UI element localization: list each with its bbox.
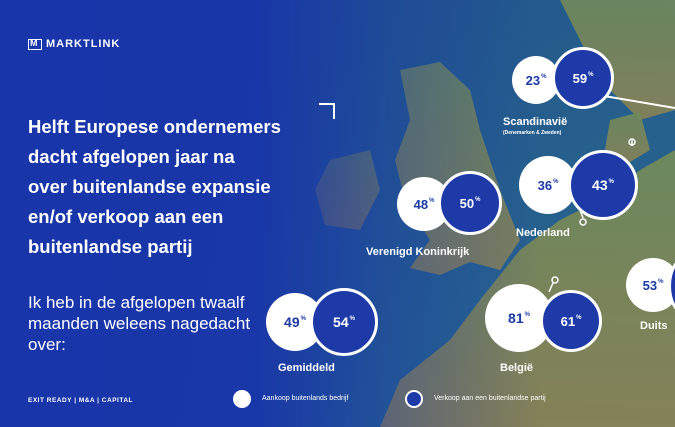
germany-label: Duits — [640, 320, 668, 332]
footer-tagline: EXIT READY | M&A | CAPITAL — [28, 397, 133, 404]
headline-line: dacht afgelopen jaar na — [28, 146, 235, 167]
uk-label: Verenigd Koninkrijk — [366, 246, 470, 258]
subheadline: Ik heb in de afgelopen twaalf maanden we… — [28, 293, 251, 354]
percent: % — [524, 312, 530, 318]
headline: Helft Europese ondernemers dacht afgelop… — [28, 112, 328, 262]
value: 59 — [572, 70, 588, 86]
percent: % — [588, 72, 594, 78]
percent: % — [553, 179, 559, 185]
percent: % — [608, 179, 614, 185]
brand-name: MARKTLINK — [46, 38, 121, 50]
value: 61 — [560, 313, 576, 329]
scandinavia-note: (Denemarken & Zweden) — [503, 130, 562, 136]
headline-line: Helft Europese ondernemers — [28, 116, 281, 137]
percent: % — [429, 198, 435, 204]
corner-bracket-decoration — [319, 103, 335, 119]
scandinavia-sale-bubble: 59% — [552, 47, 614, 109]
germany-acquisition-bubble: 53% — [626, 258, 675, 312]
percent: % — [541, 74, 547, 80]
legend-sale-swatch — [405, 390, 423, 408]
value: 54 — [333, 314, 349, 330]
headline-line: buitenlandse partij — [28, 236, 193, 257]
uk-sale-bubble: 50% — [438, 171, 502, 235]
value: 43 — [592, 177, 608, 193]
value: 49 — [284, 314, 300, 330]
value: 53 — [642, 277, 658, 293]
percent: % — [658, 279, 664, 285]
value: 81 — [508, 310, 524, 326]
legend-acquisition-swatch — [233, 390, 251, 408]
average-sale-bubble: 54% — [310, 288, 378, 356]
value: 50 — [459, 195, 475, 211]
brand-logo: MARKTLINK — [28, 38, 120, 50]
netherlands-sale-bubble: 43% — [568, 150, 638, 220]
value: 48 — [413, 196, 429, 212]
headline-line: en/of verkoop aan een — [28, 206, 224, 227]
headline-line: over buitenlandse expansie — [28, 176, 271, 197]
belgium-label: België — [500, 362, 534, 374]
netherlands-acquisition-bubble: 36% — [519, 156, 577, 214]
logo-icon — [28, 38, 42, 50]
percent: % — [349, 316, 355, 322]
value: 23 — [525, 72, 541, 88]
value: 36 — [537, 177, 553, 193]
legend-acquisition-label: Aankoop buitenlands bedrijf — [262, 395, 349, 402]
netherlands-label: Nederland — [516, 227, 570, 239]
scandinavia-label: Scandinavië — [503, 116, 568, 128]
belgium-sale-bubble: 61% — [540, 290, 602, 352]
legend-sale-label: Verkoop aan een buitenlandse partij — [434, 395, 546, 402]
percent: % — [576, 315, 582, 321]
average-label: Gemiddeld — [278, 362, 335, 374]
percent: % — [475, 197, 481, 203]
percent: % — [300, 316, 306, 322]
